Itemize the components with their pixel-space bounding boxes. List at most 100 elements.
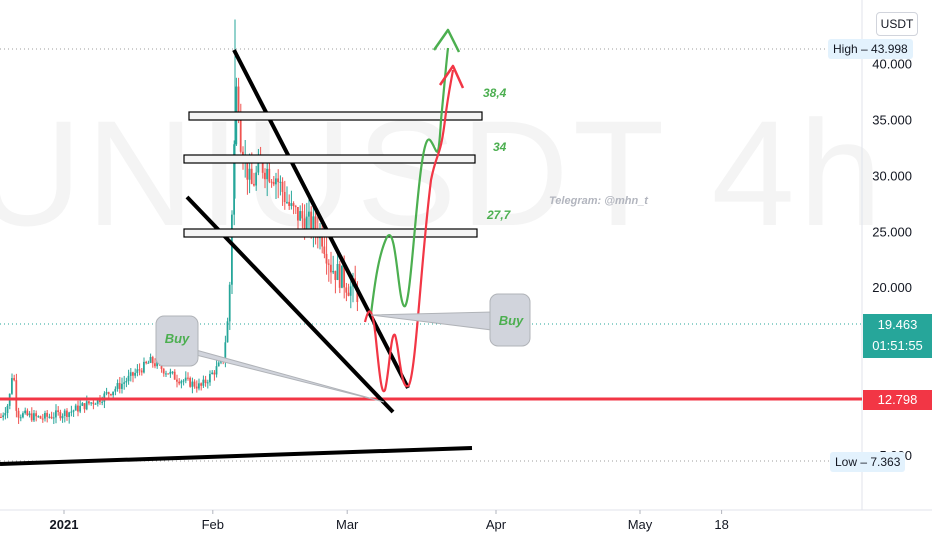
candle-body — [330, 264, 332, 273]
candle-body — [275, 178, 277, 185]
candle-body — [41, 418, 44, 420]
candle-body — [4, 412, 7, 416]
candle-body — [286, 201, 288, 203]
candle-body — [83, 403, 86, 410]
candle-body — [255, 172, 257, 186]
candle-body — [22, 413, 24, 418]
candle-body — [52, 417, 55, 419]
high-badge: High – 43.998 — [828, 39, 913, 59]
candle-body — [156, 361, 158, 367]
time-axis[interactable]: 2021 Feb Mar Apr May 18 — [50, 510, 729, 532]
candle-body — [334, 270, 337, 280]
candle-body — [283, 191, 286, 203]
candle-body — [202, 379, 205, 386]
candle-body — [37, 416, 40, 418]
candle-body — [270, 181, 273, 183]
candle-body — [55, 410, 57, 418]
candle-body — [167, 373, 169, 375]
low-badge: Low – 7.363 — [830, 452, 906, 472]
candle-body — [336, 263, 339, 280]
candle-body — [17, 410, 20, 418]
candle-body — [123, 382, 125, 384]
target-label-34: 34 — [493, 140, 507, 154]
candle-body — [96, 398, 99, 404]
candle-body — [50, 416, 53, 419]
candle-body — [310, 211, 312, 232]
candle-body — [66, 410, 68, 417]
candle-body — [180, 381, 183, 384]
candle-body — [233, 144, 235, 215]
candle-body — [250, 168, 253, 184]
candle-body — [92, 402, 95, 404]
candle-body — [349, 286, 352, 296]
candle-body — [0, 417, 2, 419]
last-price-value: 19.463 — [877, 317, 918, 332]
candle-body — [94, 403, 97, 405]
candle-body — [184, 377, 187, 381]
high-value: 43.998 — [871, 42, 908, 56]
candle-body — [107, 392, 110, 395]
candle-body — [314, 216, 317, 231]
candle-body — [116, 383, 119, 389]
price-tick-label: 35.000 — [872, 112, 912, 127]
candle-body — [48, 416, 51, 418]
candle-body — [149, 357, 152, 363]
target-label-27-7: 27,7 — [486, 208, 512, 222]
candle-body — [85, 401, 88, 410]
candle-body — [206, 382, 209, 384]
buy-callout-right: Buy — [370, 293, 531, 347]
candle-body — [127, 375, 130, 382]
candle-body — [57, 410, 59, 412]
candle-body — [217, 362, 220, 367]
candle-body — [19, 417, 22, 419]
candle-body — [61, 415, 64, 419]
price-tick-label: 20.000 — [872, 280, 912, 295]
low-value: 7.363 — [870, 455, 901, 469]
price-tick-label: 25.000 — [872, 224, 912, 239]
candle-body — [81, 403, 84, 406]
candle-body — [160, 363, 163, 369]
candle-body — [70, 411, 73, 413]
candle-body — [211, 372, 213, 374]
target-box-34 — [183, 154, 476, 164]
candle-body — [356, 287, 359, 303]
candle-body — [145, 361, 147, 364]
candle-body — [253, 183, 255, 186]
candle-body — [35, 413, 37, 417]
candle-body — [33, 413, 35, 421]
candle-body — [215, 366, 218, 375]
candle-body — [2, 415, 4, 418]
candle-body — [321, 229, 323, 247]
candle-body — [39, 416, 42, 419]
support-value: 12.798 — [877, 392, 918, 407]
candle-body — [301, 211, 304, 219]
bottom-trendline — [0, 446, 473, 466]
currency-button[interactable]: USDT — [876, 12, 918, 36]
candle-body — [261, 161, 264, 173]
candle-body — [24, 410, 26, 414]
candle-body — [189, 377, 191, 387]
candle-body — [68, 412, 70, 417]
candle-body — [292, 203, 295, 207]
candle-body — [118, 383, 121, 389]
telegram-note: Telegram: @mhn_t — [549, 195, 649, 207]
candle-body — [345, 287, 348, 293]
candle-body — [226, 321, 229, 343]
green-projection-path — [369, 47, 450, 315]
candle-body — [173, 371, 176, 380]
candle-body — [308, 211, 310, 217]
candle-body — [191, 381, 194, 387]
candle-body — [195, 386, 198, 389]
candle-body — [140, 370, 143, 373]
candle-body — [134, 372, 136, 376]
candle-body — [112, 391, 114, 396]
candle-body — [121, 383, 123, 389]
high-label: High — [833, 42, 858, 56]
red-projection-arrowhead — [438, 64, 465, 89]
candle-body — [266, 168, 268, 180]
candle-body — [74, 405, 77, 411]
wedge-upper-line — [232, 49, 410, 389]
candle-body — [198, 383, 200, 389]
currency-label: USDT — [880, 17, 914, 31]
price-tick-label: 30.000 — [872, 168, 912, 183]
